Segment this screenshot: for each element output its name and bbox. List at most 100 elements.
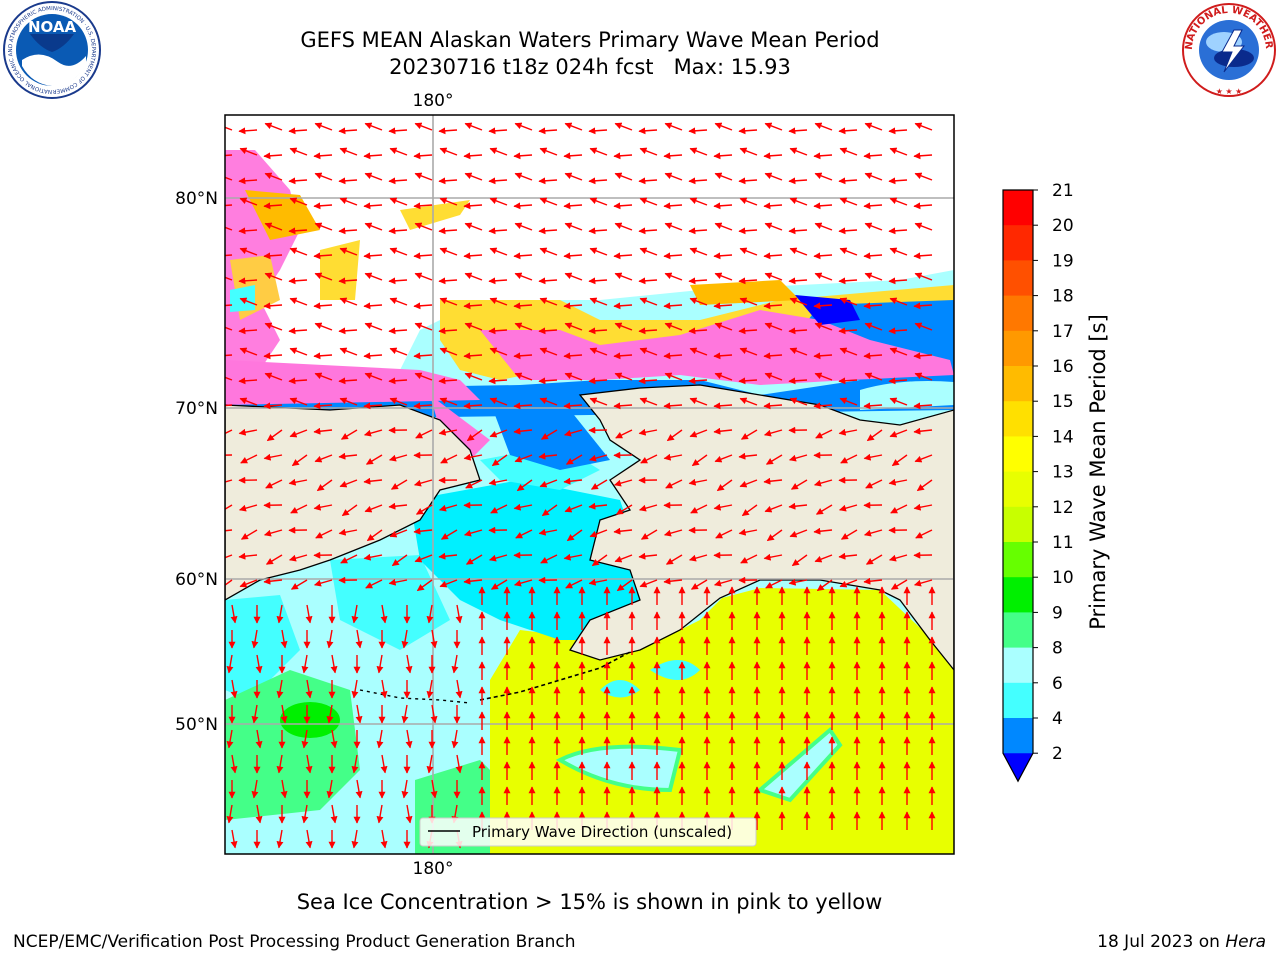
wave-direction-arrow bbox=[914, 172, 933, 181]
wave-direction-arrow bbox=[264, 222, 283, 231]
wave-direction-arrow bbox=[439, 197, 458, 206]
wave-direction-arrow bbox=[840, 529, 858, 540]
wave-direction-arrow bbox=[713, 152, 733, 160]
lat-label-70: 70°N bbox=[175, 399, 218, 419]
wave-direction-arrow bbox=[813, 252, 833, 260]
wave-direction-arrow bbox=[225, 529, 233, 532]
wave-direction-arrow bbox=[439, 397, 458, 406]
wave-direction-arrow bbox=[538, 327, 558, 335]
wave-direction-arrow bbox=[838, 327, 858, 335]
wave-direction-arrow bbox=[513, 352, 533, 360]
wave-direction-arrow bbox=[389, 529, 408, 538]
wave-direction-arrow bbox=[589, 529, 608, 538]
wave-direction-arrow bbox=[638, 377, 658, 385]
wave-direction-arrow bbox=[340, 429, 358, 440]
wave-direction-arrow bbox=[413, 302, 433, 310]
wave-direction-arrow bbox=[265, 479, 283, 489]
wave-direction-arrow bbox=[564, 172, 583, 181]
colorbar-tick-label: 9 bbox=[1052, 603, 1063, 623]
wave-direction-arrow bbox=[813, 402, 833, 410]
wave-direction-arrow bbox=[263, 577, 283, 585]
wave-direction-arrow bbox=[513, 402, 533, 410]
wave-direction-arrow bbox=[513, 202, 533, 210]
wave-direction-arrow bbox=[713, 352, 733, 360]
wave-direction-arrow bbox=[430, 704, 438, 724]
wave-direction-arrow bbox=[663, 152, 683, 160]
wave-direction-arrow bbox=[714, 172, 733, 181]
colorbar-segment bbox=[1003, 471, 1033, 508]
wave-direction-arrow bbox=[365, 454, 383, 465]
wave-direction-arrow bbox=[490, 579, 508, 590]
wave-direction-arrow bbox=[263, 402, 283, 410]
wave-direction-arrow bbox=[639, 247, 658, 256]
wave-direction-arrow bbox=[788, 377, 808, 385]
wave-direction-arrow bbox=[863, 402, 883, 410]
wave-direction-arrow bbox=[616, 579, 633, 592]
wave-direction-arrow bbox=[588, 127, 608, 135]
wave-direction-arrow bbox=[314, 322, 333, 331]
wave-direction-arrow bbox=[330, 729, 338, 749]
wave-direction-arrow bbox=[513, 503, 533, 511]
colorbar-tick-label: 17 bbox=[1052, 322, 1074, 342]
wave-direction-arrow bbox=[739, 147, 758, 156]
wave-direction-arrow bbox=[538, 127, 558, 135]
wave-direction-arrow bbox=[689, 297, 708, 306]
wave-direction-arrow bbox=[326, 629, 334, 649]
wave-direction-arrow bbox=[838, 277, 858, 285]
wave-direction-arrow bbox=[313, 152, 333, 160]
wave-direction-arrow bbox=[238, 327, 258, 335]
footer-machine: Hera bbox=[1225, 932, 1266, 952]
wave-direction-arrow bbox=[438, 277, 458, 285]
wave-direction-arrow bbox=[438, 227, 458, 235]
wave-direction-arrow bbox=[789, 247, 808, 256]
wave-direction-arrow bbox=[355, 704, 363, 724]
wave-direction-arrow bbox=[764, 122, 783, 131]
wave-direction-arrow bbox=[514, 454, 533, 463]
wave-direction-arrow bbox=[589, 147, 608, 156]
wave-direction-arrow bbox=[790, 479, 808, 490]
wave-direction-arrow bbox=[313, 202, 333, 210]
colorbar: 21 20 19 18 17 16 15 14 13 12 11 10 9 8 6 4 2 bbox=[1002, 181, 1074, 783]
wave-direction-arrow bbox=[264, 272, 283, 281]
wave-direction-arrow bbox=[789, 397, 808, 406]
wave-direction-arrow bbox=[638, 177, 658, 185]
wave-direction-arrow bbox=[788, 502, 808, 510]
wave-direction-arrow bbox=[839, 197, 858, 206]
wave-direction-arrow bbox=[614, 322, 633, 331]
wave-direction-arrow bbox=[516, 479, 533, 492]
colorbar-tick-label: 2 bbox=[1052, 744, 1063, 764]
wave-direction-arrow bbox=[766, 529, 783, 542]
wave-direction-arrow bbox=[405, 804, 413, 824]
wave-direction-arrow bbox=[289, 347, 308, 356]
wave-direction-arrow bbox=[689, 147, 708, 156]
wave-direction-arrow bbox=[339, 197, 358, 206]
wave-direction-arrow bbox=[815, 504, 833, 515]
wave-direction-arrow bbox=[389, 147, 408, 156]
wave-direction-arrow bbox=[464, 322, 483, 331]
wave-direction-arrow bbox=[289, 147, 308, 156]
wave-direction-arrow bbox=[739, 479, 758, 488]
colorbar-tick-label: 21 bbox=[1052, 181, 1074, 201]
wave-direction-arrow bbox=[488, 177, 508, 185]
wave-direction-arrow bbox=[455, 604, 463, 624]
wave-direction-arrow bbox=[439, 297, 458, 306]
wave-direction-arrow bbox=[590, 479, 608, 490]
wave-direction-arrow bbox=[464, 272, 483, 281]
wave-direction-arrow bbox=[663, 453, 683, 461]
wave-direction-arrow bbox=[614, 172, 633, 181]
wave-direction-arrow bbox=[813, 152, 833, 160]
wave-direction-arrow bbox=[288, 227, 308, 235]
wave-direction-arrow bbox=[913, 352, 933, 360]
wave-direction-arrow bbox=[464, 222, 483, 231]
wave-direction-arrow bbox=[351, 604, 359, 624]
wave-direction-arrow bbox=[814, 322, 833, 331]
wave-direction-arrow bbox=[663, 252, 683, 260]
wave-direction-arrow bbox=[363, 202, 383, 210]
wave-direction-arrow bbox=[439, 147, 458, 156]
wave-direction-arrow bbox=[764, 429, 783, 437]
wave-direction-arrow bbox=[451, 729, 459, 749]
wave-direction-arrow bbox=[305, 679, 313, 699]
wave-direction-arrow bbox=[438, 327, 458, 335]
wave-direction-arrow bbox=[715, 529, 733, 539]
wave-direction-arrow bbox=[364, 322, 383, 331]
